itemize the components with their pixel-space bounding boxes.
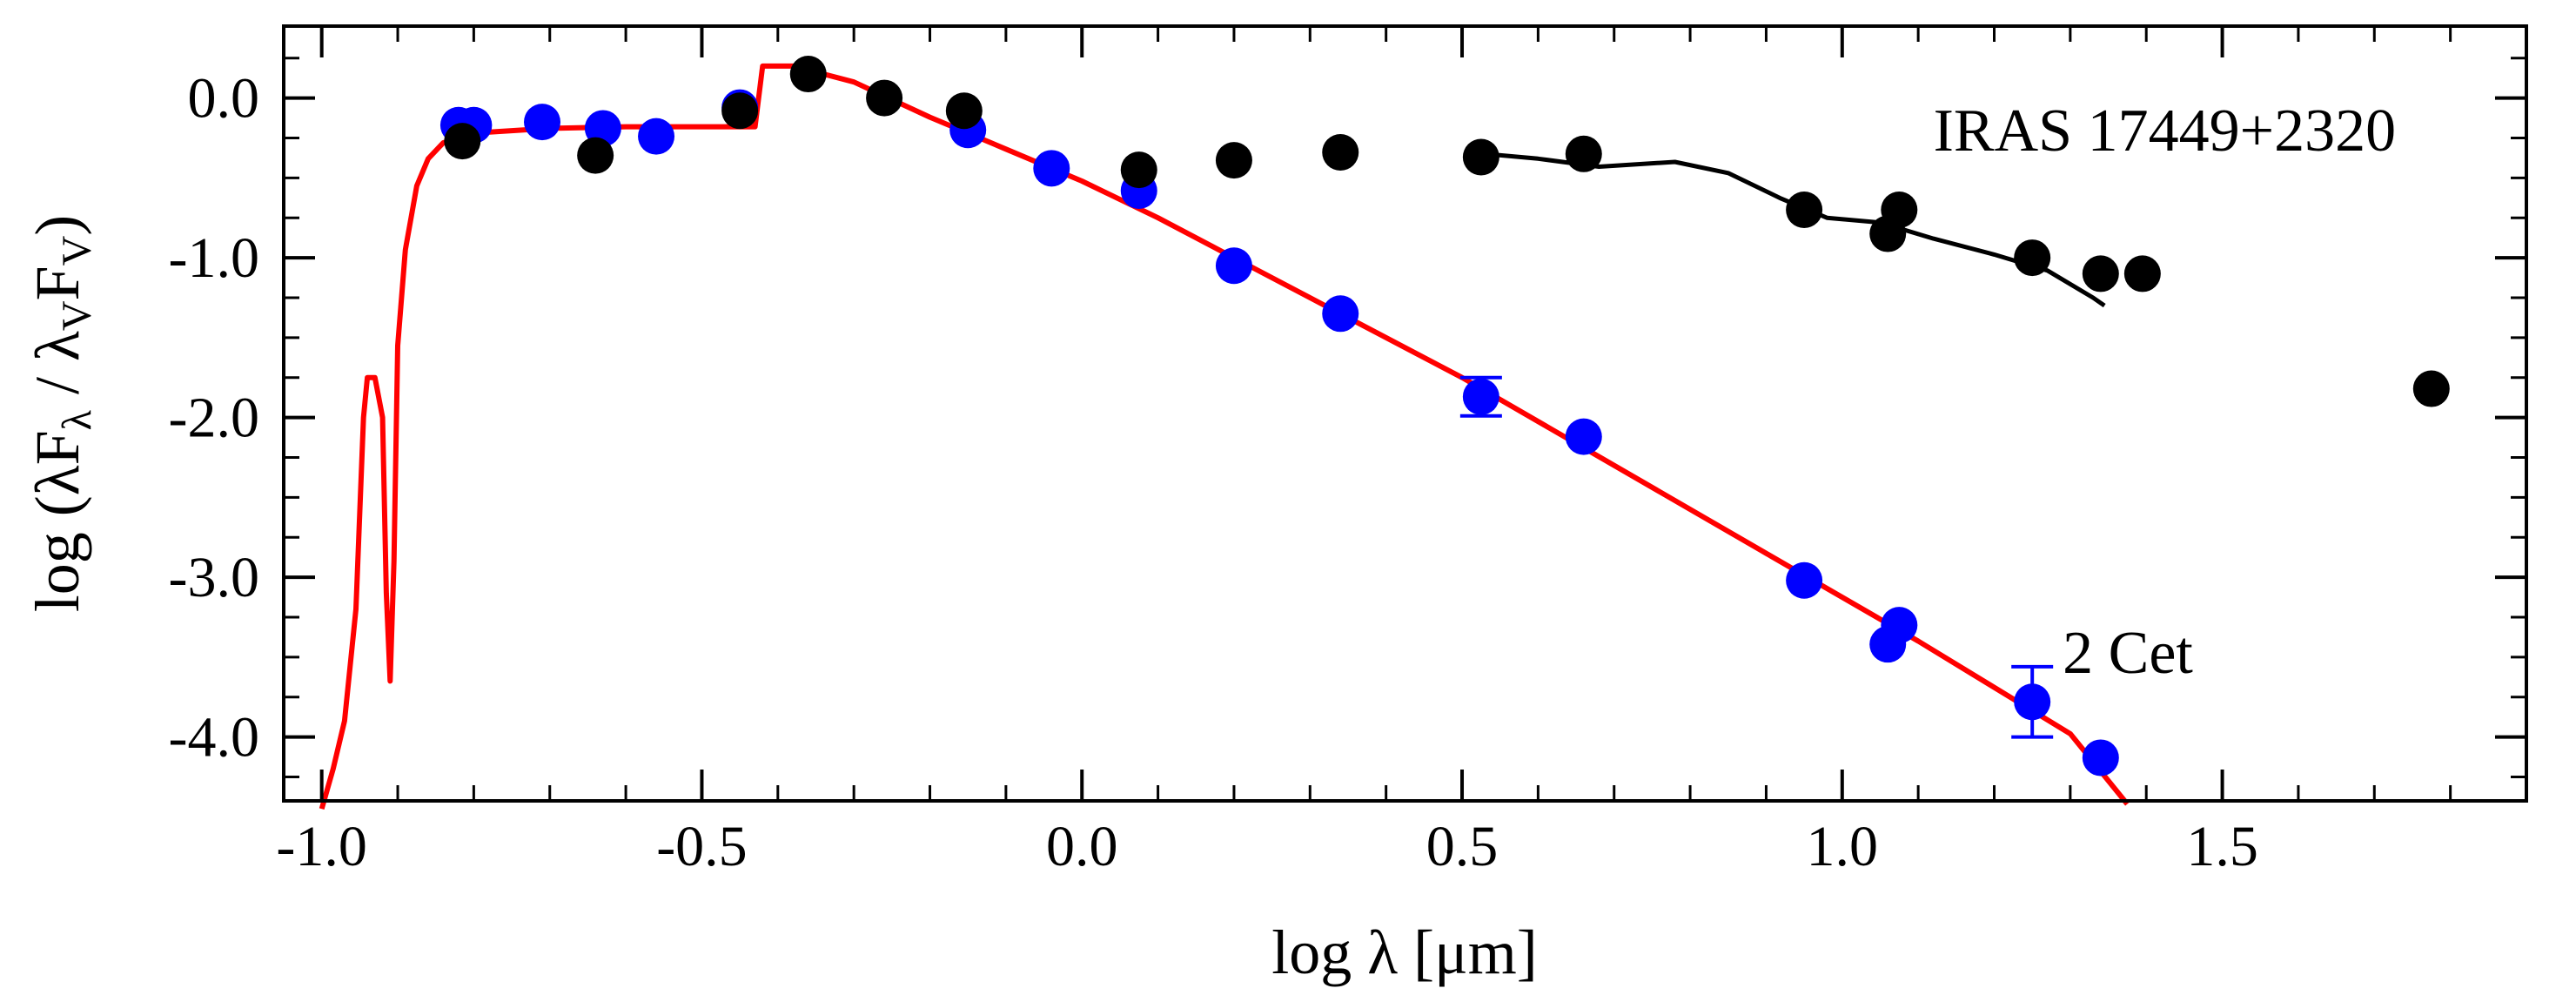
point-2cet: [1033, 150, 1070, 187]
y-axis-title-sub2: V: [54, 300, 100, 331]
y-tick-label: -4.0: [169, 706, 259, 770]
y-tick-label: -3.0: [169, 546, 259, 609]
major-ticks: [284, 26, 2526, 801]
y-axis-title: log (λFλ / λVFV): [23, 215, 100, 613]
spectrum-lines: [319, 63, 2130, 810]
plot-frame: [282, 24, 2528, 803]
y-axis-title-mid: / λ: [23, 331, 92, 410]
point-iras: [2412, 370, 2450, 407]
y-tick-label: 0.0: [188, 67, 260, 131]
point-iras: [577, 137, 614, 174]
point-2cet: [1881, 607, 1918, 644]
y-axis-title-prefix: log (λF: [23, 430, 92, 612]
point-iras: [1786, 192, 1823, 229]
x-tick-label: -1.0: [276, 815, 366, 878]
x-tick-label: 1.5: [2186, 815, 2258, 878]
point-iras: [1565, 135, 1602, 172]
y-axis-title-mid2: F: [23, 266, 92, 300]
point-iras: [2123, 255, 2161, 292]
point-2cet: [638, 118, 675, 155]
y-tick-label: -2.0: [169, 387, 259, 450]
y-axis-title-sub3: V: [54, 235, 100, 266]
point-iras: [444, 123, 481, 160]
point-2cet: [1215, 247, 1252, 285]
x-tick-label: 0.0: [1046, 815, 1118, 878]
x-axis-title: log λ [μm]: [1271, 918, 1537, 987]
point-iras: [2014, 239, 2051, 277]
series-line-2: [319, 63, 2130, 810]
photometry-points: [439, 56, 2450, 777]
y-tick-label: -1.0: [169, 226, 259, 290]
point-iras: [1120, 151, 1157, 189]
y-axis-title-suffix: ): [23, 215, 92, 236]
x-tick-labels: -1.0 -0.5 0.0 0.5 1.0 1.5: [276, 815, 2257, 878]
point-iras: [2082, 255, 2119, 292]
point-iras: [789, 56, 827, 93]
point-iras: [945, 92, 983, 130]
y-tick-labels: 0.0 -1.0 -2.0 -3.0 -4.0: [169, 67, 259, 770]
point-2cet: [2082, 739, 2119, 777]
point-2cet: [1322, 295, 1359, 333]
series-line-3: [1484, 151, 2106, 308]
point-2cet: [2014, 683, 2051, 721]
point-iras: [721, 92, 759, 130]
point-iras: [1881, 192, 1918, 229]
point-iras: [1215, 142, 1252, 179]
y-axis-title-sub1: λ: [54, 409, 100, 430]
point-2cet: [1786, 561, 1823, 599]
point-iras: [1322, 133, 1359, 171]
x-tick-label: 0.5: [1426, 815, 1499, 878]
annotation-2cet: 2 Cet: [2063, 620, 2193, 687]
annotation-iras: IRAS 17449+2320: [1934, 97, 2396, 165]
point-iras: [866, 79, 903, 117]
point-2cet: [1462, 378, 1499, 415]
x-tick-label: -0.5: [656, 815, 747, 878]
point-iras: [1462, 138, 1499, 176]
x-tick-label: 1.0: [1807, 815, 1879, 878]
point-2cet: [524, 104, 561, 141]
point-2cet: [1565, 418, 1602, 455]
